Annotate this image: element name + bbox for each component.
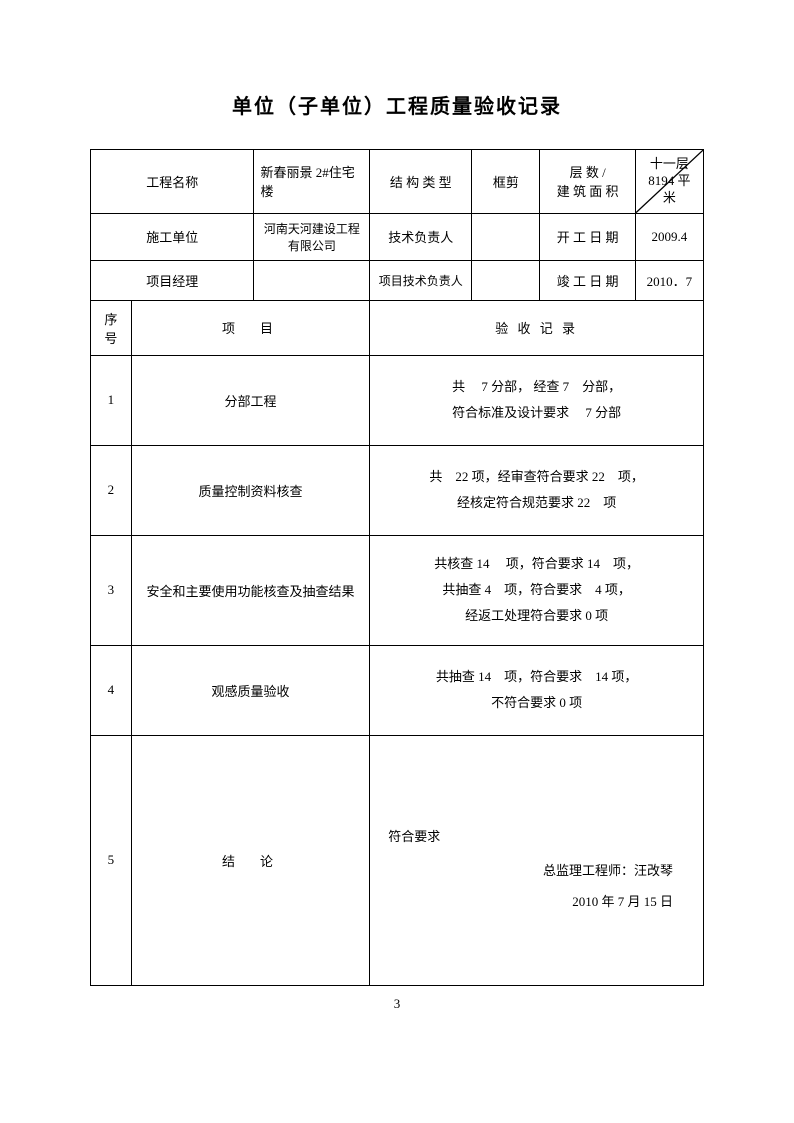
cell-start-date-label: 开 工 日 期 bbox=[540, 213, 635, 260]
cell-tech-lead-label: 技术负责人 bbox=[370, 213, 472, 260]
table-row: 项目经理 项目技术负责人 竣 工 日 期 2010．7 bbox=[91, 260, 704, 300]
signature-date: 2010 年 7 月 15 日 bbox=[370, 886, 673, 917]
cell-floors-area-label: 层 数 / 建 筑 面 积 bbox=[540, 150, 635, 214]
conclusion-text: 符合要求 bbox=[370, 736, 703, 855]
cell-end-date-value: 2010．7 bbox=[635, 260, 703, 300]
cell-conclusion: 符合要求 总监理工程师：汪改琴 2010 年 7 月 15 日 bbox=[370, 735, 704, 985]
cell-record: 共 7 分部， 经查 7 分部， 符合标准及设计要求 7 分部 bbox=[370, 355, 704, 445]
table-row: 5 结 论 符合要求 总监理工程师：汪改琴 2010 年 7 月 15 日 bbox=[91, 735, 704, 985]
cell-project-name-label: 工程名称 bbox=[91, 150, 254, 214]
page-title: 单位（子单位）工程质量验收记录 bbox=[90, 90, 704, 119]
col-seq-header: 序 号 bbox=[91, 300, 132, 355]
cell-floors-area-value: 十一层 8194 平 米 bbox=[635, 150, 703, 214]
table-row: 3 安全和主要使用功能核查及抽查结果 共核查 14 项，符合要求 14 项， 共… bbox=[91, 535, 704, 645]
cell-pm-value bbox=[254, 260, 370, 300]
floors-area-text: 十一层 8194 平 米 bbox=[648, 156, 690, 205]
cell-record: 共抽查 14 项，符合要求 14 项， 不符合要求 0 项 bbox=[370, 645, 704, 735]
cell-proj-tech-lead-label: 项目技术负责人 bbox=[370, 260, 472, 300]
cell-contractor-label: 施工单位 bbox=[91, 213, 254, 260]
page-number: 3 bbox=[90, 996, 704, 1012]
table-row: 序 号 项 目 验 收 记 录 bbox=[91, 300, 704, 355]
table-row: 施工单位 河南天河建设工程有限公司 技术负责人 开 工 日 期 2009.4 bbox=[91, 213, 704, 260]
cell-item: 观感质量验收 bbox=[131, 645, 369, 735]
col-item-header: 项 目 bbox=[131, 300, 369, 355]
table-row: 4 观感质量验收 共抽查 14 项，符合要求 14 项， 不符合要求 0 项 bbox=[91, 645, 704, 735]
cell-structure-type-value: 框剪 bbox=[472, 150, 540, 214]
cell-item: 质量控制资料核查 bbox=[131, 445, 369, 535]
cell-seq: 5 bbox=[91, 735, 132, 985]
cell-seq: 3 bbox=[91, 535, 132, 645]
cell-structure-type-label: 结 构 类 型 bbox=[370, 150, 472, 214]
cell-seq: 4 bbox=[91, 645, 132, 735]
cell-record: 共 22 项，经审查符合要求 22 项， 经核定符合规范要求 22 项 bbox=[370, 445, 704, 535]
cell-contractor-value: 河南天河建设工程有限公司 bbox=[254, 213, 370, 260]
cell-seq: 2 bbox=[91, 445, 132, 535]
col-record-header: 验 收 记 录 bbox=[370, 300, 704, 355]
cell-tech-lead-value bbox=[472, 213, 540, 260]
cell-seq: 1 bbox=[91, 355, 132, 445]
table-row: 1 分部工程 共 7 分部， 经查 7 分部， 符合标准及设计要求 7 分部 bbox=[91, 355, 704, 445]
table-row: 2 质量控制资料核查 共 22 项，经审查符合要求 22 项， 经核定符合规范要… bbox=[91, 445, 704, 535]
cell-item: 安全和主要使用功能核查及抽查结果 bbox=[131, 535, 369, 645]
acceptance-table: 工程名称 新春丽景 2#住宅楼 结 构 类 型 框剪 层 数 / 建 筑 面 积… bbox=[90, 149, 704, 986]
table-row: 工程名称 新春丽景 2#住宅楼 结 构 类 型 框剪 层 数 / 建 筑 面 积… bbox=[91, 150, 704, 214]
cell-start-date-value: 2009.4 bbox=[635, 213, 703, 260]
cell-item: 分部工程 bbox=[131, 355, 369, 445]
cell-pm-label: 项目经理 bbox=[91, 260, 254, 300]
cell-item: 结 论 bbox=[131, 735, 369, 985]
cell-proj-tech-lead-value bbox=[472, 260, 540, 300]
cell-project-name-value: 新春丽景 2#住宅楼 bbox=[254, 150, 370, 214]
supervisor-signature: 总监理工程师：汪改琴 bbox=[370, 855, 673, 886]
cell-record: 共核查 14 项，符合要求 14 项， 共抽查 4 项，符合要求 4 项， 经返… bbox=[370, 535, 704, 645]
cell-end-date-label: 竣 工 日 期 bbox=[540, 260, 635, 300]
